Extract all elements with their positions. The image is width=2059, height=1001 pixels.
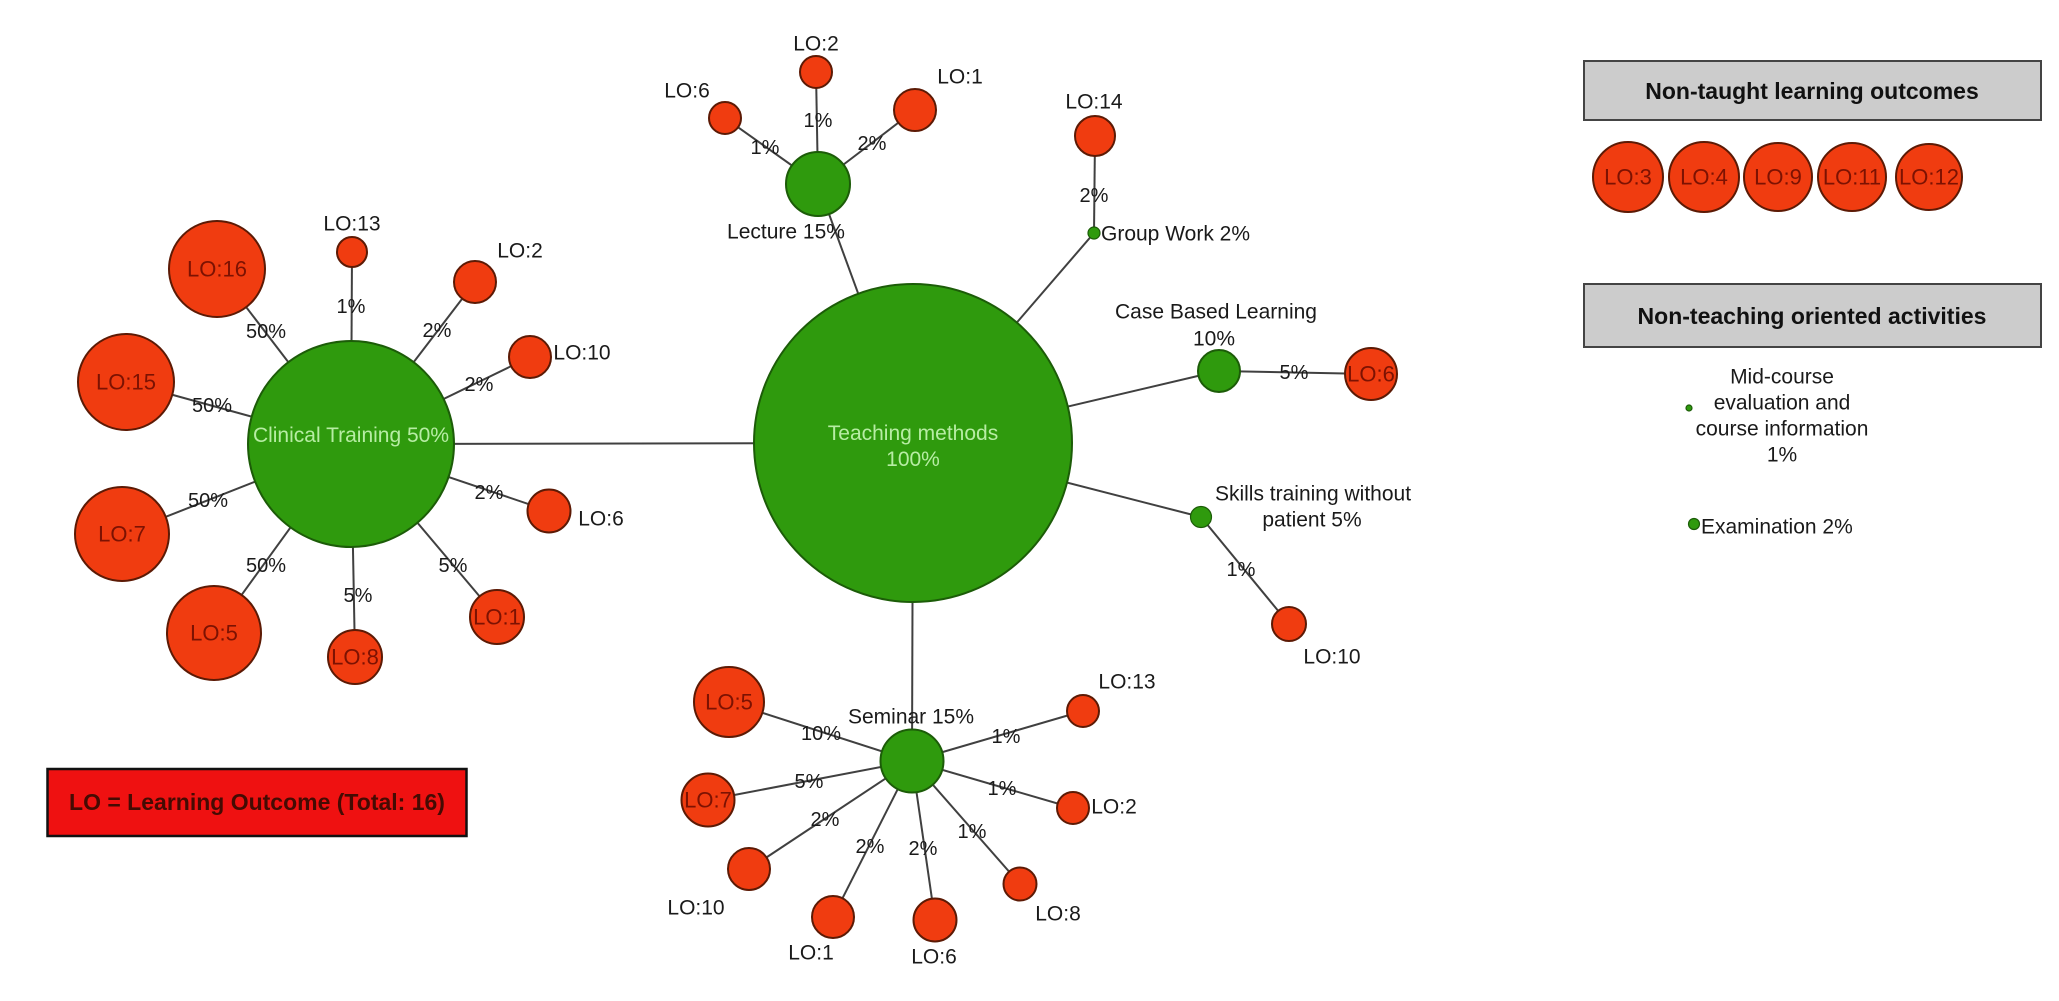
svg-text:course information: course information: [1696, 418, 1869, 441]
svg-text:LO:2: LO:2: [1091, 796, 1137, 819]
svg-text:1%: 1%: [958, 821, 987, 843]
svg-text:LO:6: LO:6: [1347, 362, 1395, 387]
svg-text:1%: 1%: [992, 726, 1021, 748]
svg-text:2%: 2%: [811, 809, 840, 831]
svg-text:patient 5%: patient 5%: [1262, 509, 1361, 532]
svg-text:LO:11: LO:11: [1823, 165, 1881, 190]
svg-text:LO:15: LO:15: [96, 370, 156, 395]
svg-text:Skills training without: Skills training without: [1215, 483, 1411, 506]
svg-text:5%: 5%: [439, 555, 468, 577]
svg-text:LO:1: LO:1: [473, 605, 521, 630]
svg-text:2%: 2%: [856, 836, 885, 858]
svg-text:5%: 5%: [795, 771, 824, 793]
svg-text:1%: 1%: [988, 778, 1017, 800]
svg-text:Examination 2%: Examination 2%: [1701, 516, 1853, 539]
svg-text:Non-teaching oriented activiti: Non-teaching oriented activities: [1638, 303, 1987, 329]
svg-text:Mid-course: Mid-course: [1730, 366, 1834, 389]
svg-text:1%: 1%: [337, 296, 366, 318]
svg-text:10%: 10%: [1193, 328, 1235, 351]
svg-text:LO:1: LO:1: [937, 66, 983, 89]
svg-text:LO:13: LO:13: [323, 213, 380, 236]
svg-text:Non-taught learning outcomes: Non-taught learning outcomes: [1645, 78, 1979, 104]
svg-text:Seminar 15%: Seminar 15%: [848, 706, 974, 729]
svg-text:2%: 2%: [465, 374, 494, 396]
svg-text:50%: 50%: [246, 321, 286, 343]
svg-text:LO = Learning Outcome (Total:: LO = Learning Outcome (Total: 16): [69, 789, 445, 815]
svg-text:Lecture 15%: Lecture 15%: [727, 221, 845, 244]
svg-text:LO:1: LO:1: [788, 942, 834, 965]
svg-text:LO:10: LO:10: [553, 342, 610, 365]
svg-text:evaluation and: evaluation and: [1714, 392, 1851, 415]
svg-text:LO:16: LO:16: [187, 257, 247, 282]
svg-text:LO:7: LO:7: [684, 788, 732, 813]
svg-text:LO:3: LO:3: [1604, 165, 1652, 190]
svg-text:50%: 50%: [246, 555, 286, 577]
svg-text:2%: 2%: [423, 320, 452, 342]
svg-text:1%: 1%: [1767, 444, 1797, 467]
svg-text:LO:6: LO:6: [911, 946, 957, 969]
svg-text:LO:12: LO:12: [1899, 165, 1959, 190]
svg-text:2%: 2%: [475, 482, 504, 504]
svg-text:LO:5: LO:5: [705, 690, 753, 715]
svg-text:Group Work 2%: Group Work 2%: [1101, 223, 1250, 246]
svg-text:2%: 2%: [1080, 185, 1109, 207]
svg-text:LO:10: LO:10: [1303, 646, 1360, 669]
svg-text:2%: 2%: [858, 133, 887, 155]
svg-text:LO:4: LO:4: [1680, 165, 1728, 190]
svg-text:10%: 10%: [801, 723, 841, 745]
svg-text:Teaching methods: Teaching methods: [828, 422, 998, 445]
svg-text:Clinical Training 50%: Clinical Training 50%: [253, 424, 449, 447]
svg-text:LO:2: LO:2: [497, 240, 543, 263]
svg-text:LO:8: LO:8: [331, 645, 379, 670]
svg-text:2%: 2%: [909, 838, 938, 860]
svg-text:LO:5: LO:5: [190, 621, 238, 646]
svg-text:LO:10: LO:10: [667, 897, 724, 920]
svg-text:50%: 50%: [188, 490, 228, 512]
svg-text:Case Based Learning: Case Based Learning: [1115, 301, 1317, 324]
svg-text:LO:6: LO:6: [664, 80, 710, 103]
svg-text:LO:6: LO:6: [578, 508, 624, 531]
svg-text:LO:8: LO:8: [1035, 903, 1081, 926]
svg-text:LO:14: LO:14: [1065, 91, 1123, 114]
svg-text:1%: 1%: [1227, 559, 1256, 581]
svg-text:100%: 100%: [886, 448, 940, 471]
svg-text:5%: 5%: [344, 585, 373, 607]
svg-text:LO:2: LO:2: [793, 33, 839, 56]
svg-text:5%: 5%: [1280, 362, 1309, 384]
svg-text:1%: 1%: [751, 137, 780, 159]
svg-text:LO:9: LO:9: [1754, 165, 1802, 190]
svg-text:1%: 1%: [804, 110, 833, 132]
svg-text:50%: 50%: [192, 395, 232, 417]
svg-text:LO:7: LO:7: [98, 522, 146, 547]
svg-text:LO:13: LO:13: [1098, 671, 1155, 694]
